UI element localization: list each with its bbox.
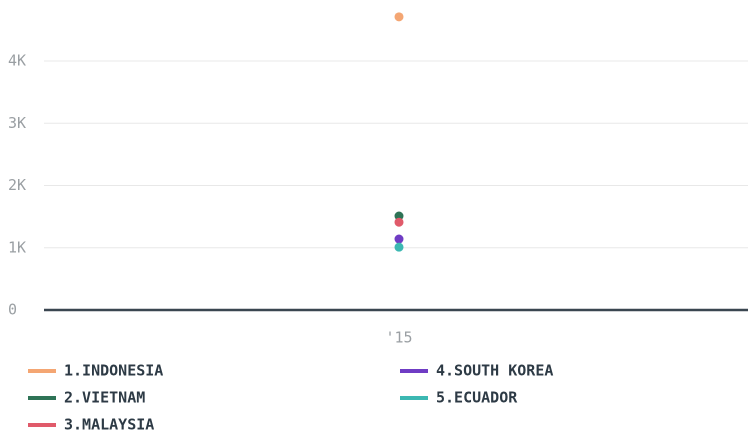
legend-label: 4.SOUTH KOREA [436, 362, 553, 380]
point [394, 242, 404, 252]
point [394, 211, 404, 221]
legend-label: 2.VIETNAM [64, 389, 145, 407]
point [394, 12, 404, 22]
y-tick-label: 4K [8, 52, 26, 70]
x-tick-label: '15 [385, 329, 412, 347]
legend-label: 5.ECUADOR [436, 389, 518, 407]
legend-label: 1.INDONESIA [64, 362, 163, 380]
y-tick-label: 3K [8, 114, 26, 132]
y-tick-label: 1K [8, 238, 26, 256]
legend-label: 3.MALAYSIA [64, 416, 154, 433]
y-tick-label: 0 [8, 301, 17, 319]
y-tick-label: 2K [8, 176, 26, 194]
point [394, 217, 404, 227]
point [394, 234, 404, 244]
